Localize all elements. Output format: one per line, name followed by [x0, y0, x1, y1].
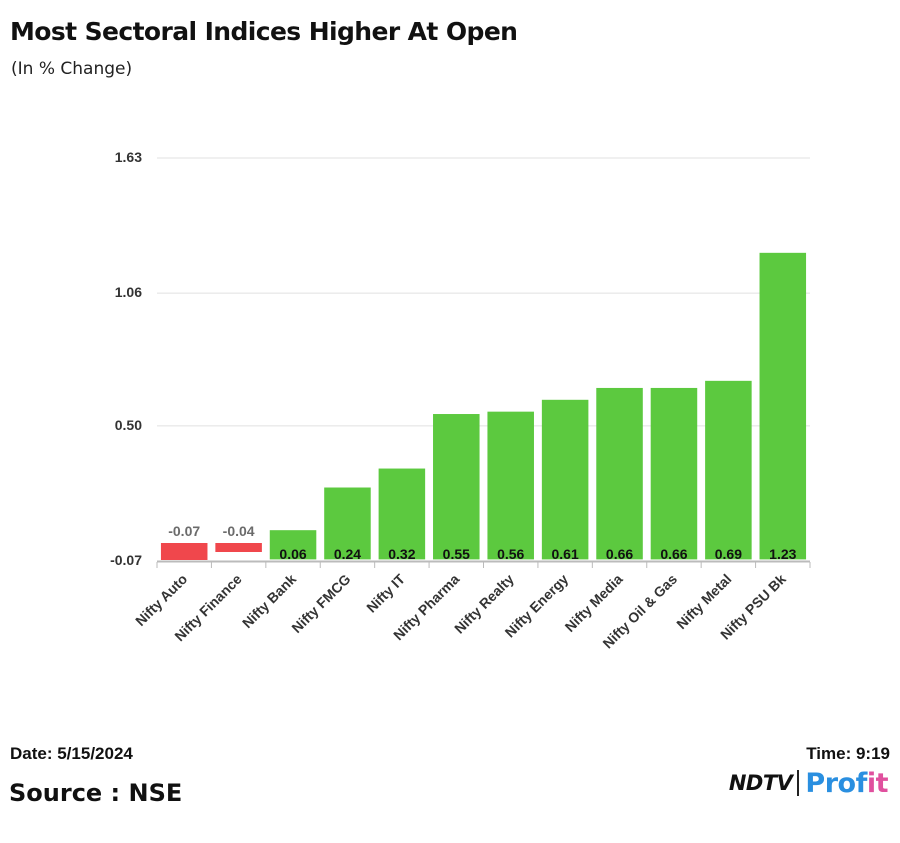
bar: [759, 252, 807, 560]
logo-product-b: it: [866, 767, 889, 799]
data-label: 0.66: [660, 546, 687, 562]
bar: [596, 387, 643, 560]
data-label: -0.07: [168, 523, 200, 539]
bar: [541, 399, 589, 560]
x-tick-label: Nifty Auto: [132, 571, 190, 629]
bar: [650, 387, 698, 560]
data-label: 0.66: [606, 546, 633, 562]
logo-product: Profit: [805, 768, 888, 799]
data-label: 0.69: [715, 546, 742, 562]
bar: [487, 411, 534, 560]
data-label: -0.04: [223, 523, 255, 539]
bar: [378, 468, 426, 560]
time-label: Time: 9:19: [806, 744, 890, 763]
source-label: Source : NSE: [9, 779, 183, 807]
bar: [269, 530, 317, 560]
data-label: 0.32: [388, 546, 415, 562]
y-tick-label: 1.06: [115, 284, 142, 300]
y-tick-label: 0.50: [115, 417, 142, 433]
y-tick-label: 1.63: [115, 149, 142, 165]
data-label: 0.55: [443, 546, 470, 562]
bar: [324, 487, 371, 560]
logo-brand: NDTV: [728, 771, 793, 795]
chart-title: Most Sectoral Indices Higher At Open: [10, 17, 518, 46]
logo-divider: [797, 770, 800, 796]
y-tick-label: -0.07: [110, 552, 142, 568]
data-label: 0.61: [552, 546, 579, 562]
data-label: 0.56: [497, 546, 524, 562]
date-label: Date: 5/15/2024: [10, 744, 133, 763]
bar: [705, 380, 752, 560]
data-label: 1.23: [769, 546, 796, 562]
x-tick-label: Nifty FMCG: [288, 571, 353, 636]
chart-subtitle: (In % Change): [11, 59, 133, 79]
bar: [160, 543, 208, 560]
logo-product-a: Prof: [805, 767, 867, 799]
data-label: 0.06: [279, 546, 306, 562]
data-label: 0.24: [334, 546, 361, 562]
bar: [433, 414, 480, 560]
ndtv-profit-logo: NDTV Profit: [728, 766, 889, 800]
bar: [215, 543, 262, 552]
x-tick-label: Nifty IT: [363, 570, 408, 615]
